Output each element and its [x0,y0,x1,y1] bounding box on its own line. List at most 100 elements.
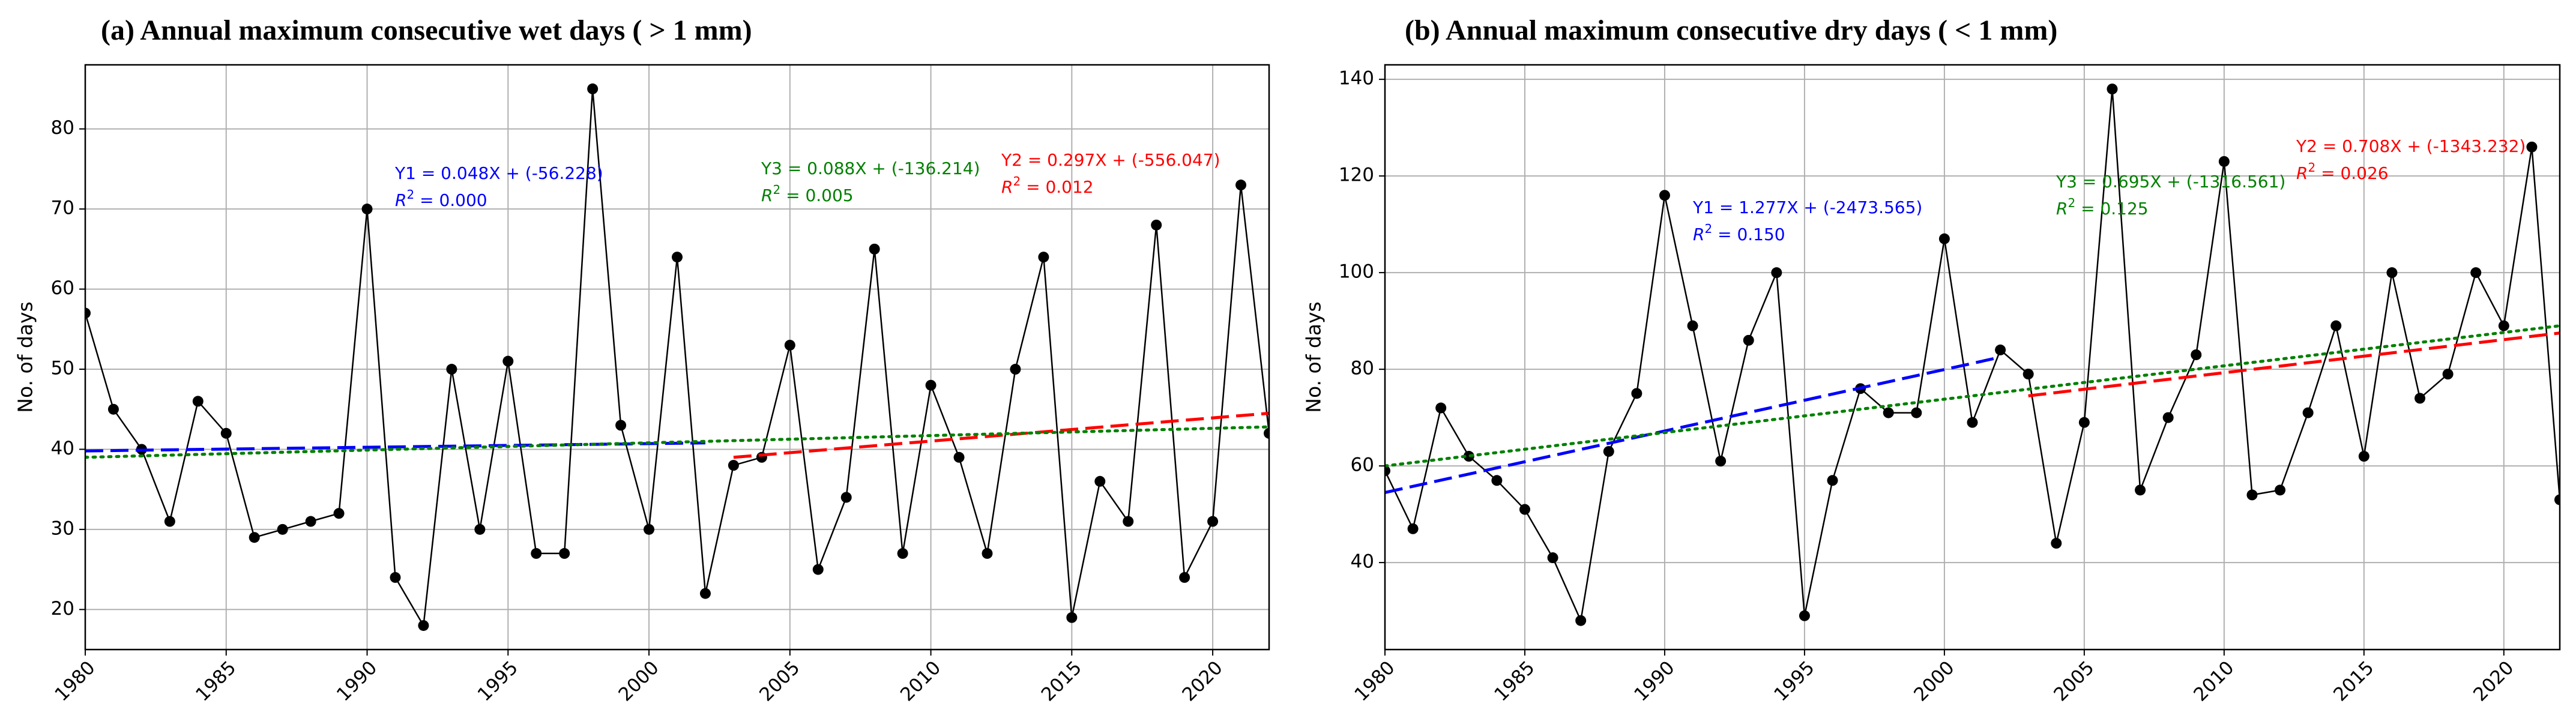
data-point [1179,572,1190,583]
data-point [1743,334,1754,346]
y-tick-label: 70 [51,198,74,219]
data-point [531,548,542,559]
trend-equation-y3: Y3 = 0.088X + (-136.214) [761,158,980,178]
data-point [2470,267,2482,279]
y-tick-label: 120 [1339,164,1374,186]
data-point [812,564,824,575]
trend-line-y3 [85,425,1269,459]
data-point [1407,523,1419,534]
data-point [587,83,599,95]
trend-equation-y1: Y1 = 1.277X + (-2473.565) [1692,198,1922,217]
data-point [1094,475,1106,487]
data-point [2386,267,2398,279]
data-point [1066,612,1078,623]
trend-line-y2 [2028,331,2560,397]
y-axis: 20 30 40 50 60 70 80 [51,117,85,620]
data-point [1687,320,1698,331]
data-point [192,396,204,407]
data-point [220,427,232,439]
data-point [1038,252,1049,263]
panel-b-dry-days: (b) Annual maximum consecutive dry days … [1302,14,2561,705]
data-point [277,523,288,535]
data-point [1799,610,1810,621]
data-point [1938,233,1950,244]
data-point [1631,388,1642,399]
data-point [2415,393,2426,404]
data-point [1207,516,1219,527]
data-point [1715,456,1727,467]
data-point [107,403,119,415]
data-point [897,548,908,559]
data-point [1771,267,1782,279]
data-point [1883,407,1894,418]
y-tick-label: 80 [1351,358,1374,379]
y-tick-label: 140 [1339,68,1374,89]
trend-r2-y3: R2 = 0.125 [2056,196,2149,219]
plot-area [1385,83,2560,626]
trend-r2-y1: R2 = 0.000 [395,187,487,210]
y-tick-label: 80 [51,117,74,139]
data-point [2275,484,2286,496]
data-point [2330,320,2342,331]
data-point [502,355,514,367]
y-tick-label: 100 [1339,261,1374,283]
trend-equation-y2: Y2 = 0.708X + (-1343.232) [2296,136,2526,156]
data-point [1385,465,1390,477]
data-point [85,307,91,319]
data-point [1911,407,1922,418]
data-point [164,516,175,527]
data-point [615,420,627,431]
data-point [474,523,486,535]
data-point [869,243,880,255]
data-point [2554,494,2560,505]
data-point [1519,504,1530,515]
chart-title: (a) Annual maximum consecutive wet days … [101,14,752,46]
data-point [2078,417,2090,428]
y-axis-label: No. of days [1302,301,1326,412]
trend-r2-y3: R2 = 0.005 [761,183,854,205]
data-point [672,252,683,263]
data-point [1603,445,1614,457]
y-tick-label: 20 [51,598,74,620]
data-point [1435,402,1447,414]
data-point [1123,516,1134,527]
data-point [699,588,711,599]
trend-r2-y2: R2 = 0.026 [2296,160,2389,183]
chart-title: (b) Annual maximum consecutive dry days … [1405,14,2057,46]
data-point [305,516,316,527]
data-point [2135,484,2146,496]
y-tick-label: 40 [1351,551,1374,573]
trend-r2-y2: R2 = 0.012 [1001,174,1094,197]
data-point [1151,219,1162,231]
data-point [840,492,852,503]
data-point [2218,155,2230,167]
trend-r2-y1: R2 = 0.150 [1693,222,1785,244]
y-tick-label: 40 [51,438,74,459]
data-point [1827,475,1838,486]
data-point [2051,537,2062,549]
plot-area [85,83,1269,631]
data-point [1264,427,1269,439]
data-point [2302,407,2314,418]
y-tick-label: 30 [51,517,74,539]
trend-equation-y1: Y1 = 0.048X + (-56.228) [394,163,603,183]
trend-equation-y3: Y3 = 0.695X + (-1316.561) [2056,172,2285,192]
data-point [2022,369,2034,380]
data-point [2191,349,2202,360]
trend-line-y1 [1385,355,2001,494]
data-point [953,451,965,463]
data-point [418,620,429,631]
data-point [2162,412,2174,423]
data-point [1547,552,1558,564]
data-point [559,548,570,559]
trend-equation-y2: Y2 = 0.297X + (-556.047) [1001,150,1220,170]
y-tick-label: 50 [51,358,74,379]
data-point [2246,489,2258,501]
data-point [728,460,739,471]
trend-line-y2 [733,411,1269,459]
data-point [333,508,345,519]
data-point [925,379,937,391]
data-point [2498,320,2509,331]
data-point [249,532,260,543]
